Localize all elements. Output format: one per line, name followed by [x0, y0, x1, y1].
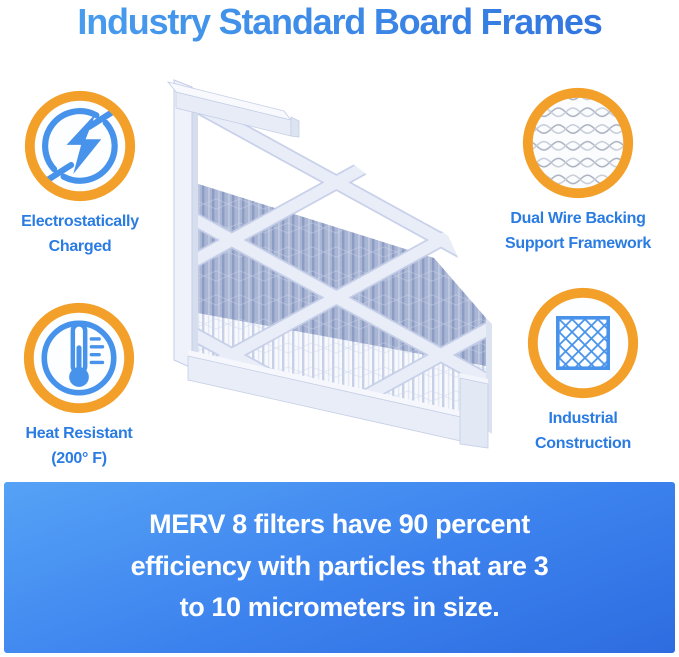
feature-label-line1: Heat Resistant — [25, 425, 133, 442]
diamond-lattice-icon — [527, 287, 639, 399]
feature-label-line2: (200° F) — [51, 450, 107, 467]
feature-label: Electrostatically Charged — [0, 209, 170, 259]
banner-line: MERV 8 filters have 90 percent — [149, 509, 530, 539]
feature-label-line1: Dual Wire Backing — [510, 210, 646, 227]
feature-industrial-construction: Industrial Construction — [493, 287, 673, 456]
page-title: Industry Standard Board Frames — [0, 1, 679, 43]
feature-label-line2: Construction — [535, 435, 631, 452]
feature-label: Dual Wire Backing Support Framework — [488, 206, 668, 256]
feature-heat-resistant: Heat Resistant (200° F) — [0, 302, 169, 471]
feature-label-line2: Charged — [48, 238, 112, 255]
feature-label: Industrial Construction — [493, 406, 673, 456]
air-filter-illustration — [166, 79, 492, 449]
banner-line: to 10 micrometers in size. — [179, 592, 500, 622]
feature-dual-wire-backing: Dual Wire Backing Support Framework — [488, 87, 668, 256]
merv-info-banner: MERV 8 filters have 90 percent efficienc… — [4, 482, 675, 653]
wire-mesh-icon — [522, 87, 634, 199]
feature-label-line1: Electrostatically — [21, 213, 139, 230]
feature-label-line2: Support Framework — [504, 235, 652, 252]
feature-label: Heat Resistant (200° F) — [0, 421, 169, 471]
banner-line: efficiency with particles that are 3 — [130, 550, 549, 581]
feature-electrostatically-charged: Electrostatically Charged — [0, 90, 170, 259]
feature-label-line1: Industrial — [548, 410, 618, 427]
lightning-bolt-icon — [24, 90, 136, 202]
thermometer-icon — [23, 302, 135, 414]
